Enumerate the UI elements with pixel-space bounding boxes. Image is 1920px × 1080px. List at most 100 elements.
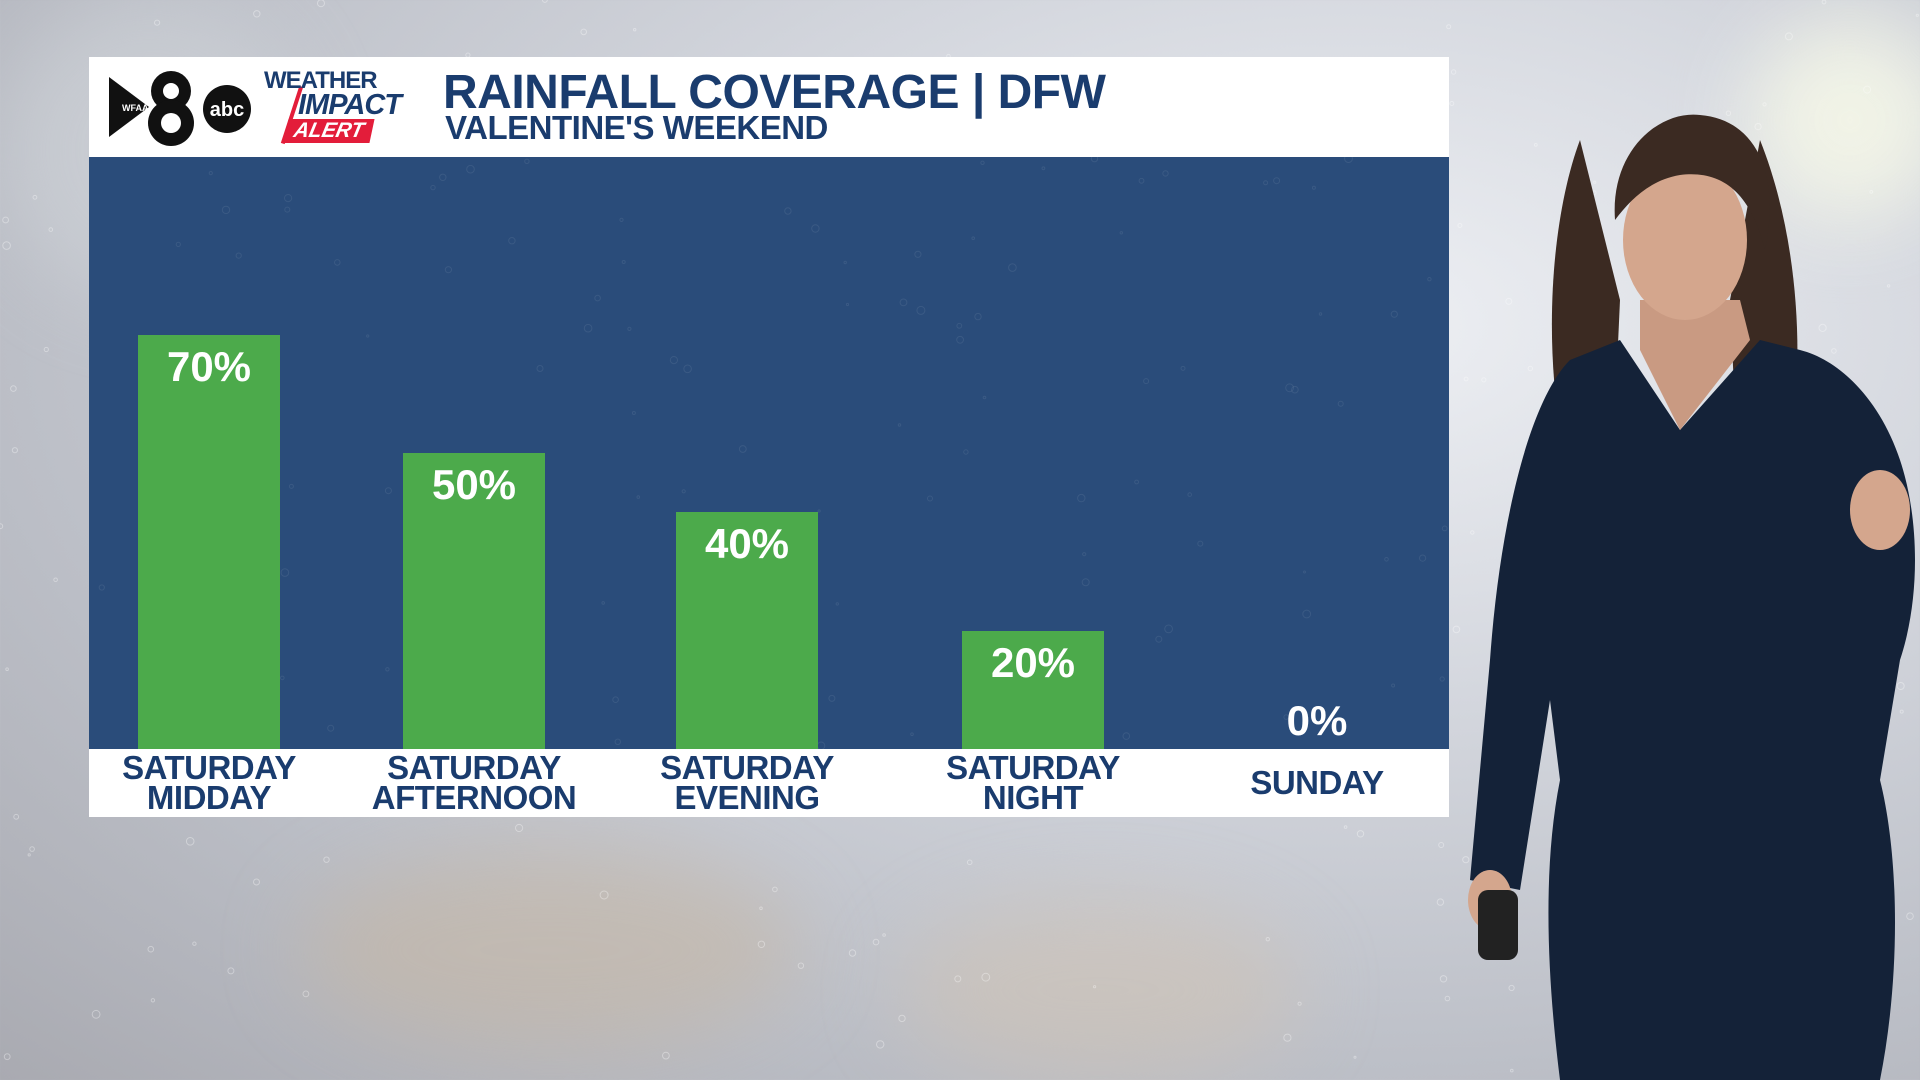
category-label-line: EVENING (674, 779, 820, 816)
raindrop (1343, 825, 1348, 829)
raindrop (683, 364, 692, 374)
raindrop (192, 941, 197, 946)
raindrop (1008, 263, 1017, 272)
bar-value-label: 0% (1286, 697, 1348, 744)
presenter-figure (1468, 114, 1915, 1080)
impact-logo-weather: WEATHER (264, 67, 378, 94)
raindrop (150, 998, 156, 1003)
category-label: SATURDAY MIDDAY (74, 749, 344, 817)
category-label-line: SATURDAY (660, 749, 834, 786)
raindrop (227, 967, 235, 975)
raindrop (1344, 157, 1353, 163)
bar-value-label: 50% (431, 461, 517, 508)
raindrop (811, 224, 820, 233)
raindrop (508, 237, 516, 245)
raindrop (963, 449, 969, 455)
raindrop (1444, 995, 1451, 1002)
raindrop (147, 945, 155, 953)
bar-value-label: 70% (166, 343, 252, 390)
raindrop (175, 241, 181, 248)
raindrop (599, 890, 609, 900)
bar-value-label: 20% (990, 639, 1076, 686)
background-glow (900, 900, 1300, 1080)
raindrop (10, 385, 17, 392)
raindrop (1390, 310, 1398, 318)
raindrop (430, 184, 436, 191)
chart-title: RAINFALL COVERAGE | DFW (443, 66, 1106, 119)
raindrop (302, 990, 310, 998)
raindrop (13, 813, 20, 820)
raindrop (466, 164, 475, 174)
bar (676, 512, 818, 749)
raindrop (1283, 1033, 1292, 1042)
raindrop (848, 949, 857, 957)
raindrop (1353, 1055, 1357, 1059)
raindrop (631, 411, 636, 415)
raindrop (784, 207, 792, 215)
raindrop (910, 732, 914, 737)
raindrop (536, 365, 544, 372)
raindrop (916, 305, 926, 315)
bar-value-label: 40% (704, 520, 790, 567)
raindrop (288, 483, 294, 489)
raindrop (621, 260, 626, 264)
abc-text: abc (210, 99, 244, 121)
raindrop (1297, 1001, 1302, 1006)
raindrop (662, 1051, 670, 1060)
raindrop (48, 227, 54, 232)
raindrop (280, 675, 285, 681)
raindrop (384, 487, 392, 495)
x-axis: SATURDAY MIDDAY SATURDAY AFTERNOON SATURDAY E… (89, 749, 1449, 817)
raindrop (1303, 570, 1306, 574)
raindrop (1138, 177, 1145, 184)
category-label-line: NIGHT (982, 779, 1084, 816)
raindrop (43, 346, 49, 353)
raindrop (1449, 101, 1455, 106)
raindrop (897, 423, 902, 427)
impact-logo-impact: IMPACT (298, 89, 402, 121)
raindrop (927, 495, 933, 502)
raindrop (601, 601, 606, 605)
raindrop (98, 584, 105, 591)
raindrop (1082, 552, 1087, 557)
raindrop (1450, 69, 1457, 75)
raindrop (980, 160, 985, 166)
raindrop (914, 250, 922, 258)
raindrop (1291, 385, 1299, 394)
raindrop (845, 302, 850, 307)
raindrop (982, 395, 987, 400)
raindrop (954, 975, 962, 983)
raindrop (1441, 525, 1448, 532)
raindrop (1384, 557, 1389, 562)
raindrop (185, 837, 195, 846)
raindrop (27, 853, 31, 857)
chart-subtitle: VALENTINE'S WEEKEND (445, 109, 828, 146)
raindrop (1273, 177, 1281, 185)
raindrop (280, 568, 290, 577)
raindrop (284, 194, 293, 203)
raindrop (1784, 32, 1793, 41)
raindrop (583, 323, 593, 333)
impact-logo-alert: ALERT (283, 119, 375, 143)
category-label-line: SATURDAY (122, 749, 296, 786)
raindrop (1302, 609, 1312, 619)
category-label-line: SUNDAY (1250, 764, 1384, 801)
raindrop (1164, 624, 1173, 634)
raindrop (619, 217, 624, 223)
raindrop (32, 194, 38, 200)
raindrop (1439, 676, 1445, 682)
raindrop (898, 1014, 906, 1023)
wfaa-text: WFAA (122, 103, 149, 113)
raindrop (1265, 937, 1271, 942)
raindrop (2, 216, 9, 224)
raindrop (971, 236, 976, 240)
category-label: SATURDAY EVENING (612, 749, 882, 817)
raindrop (221, 205, 231, 215)
raindrop (594, 294, 601, 302)
category-label-line: MIDDAY (146, 779, 272, 816)
raindrop (876, 1040, 885, 1049)
wfaa-8-abc-logo: abc WFAA (109, 71, 251, 146)
raindrop (53, 577, 58, 583)
raindrop (817, 509, 821, 513)
raindrop (580, 28, 588, 36)
